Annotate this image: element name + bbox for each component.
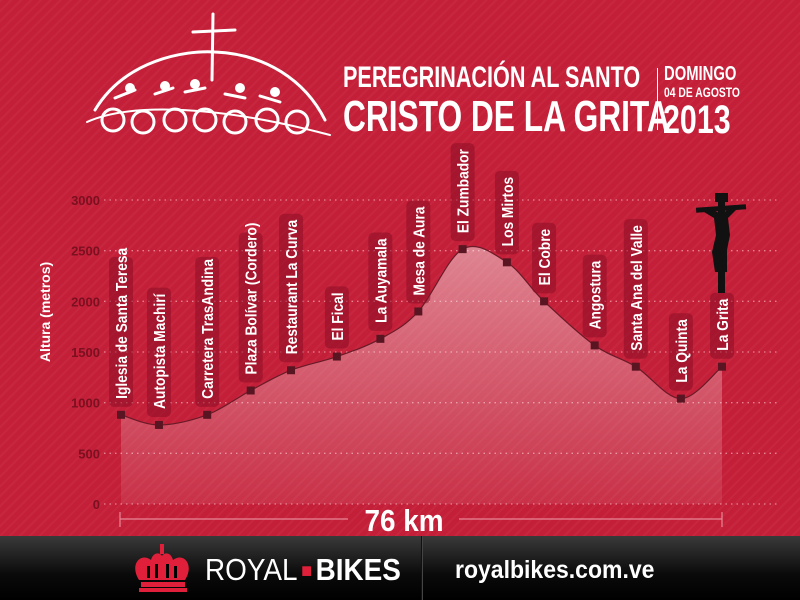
waypoint-tag: La Quinta <box>668 313 693 391</box>
waypoint-label: La Grita <box>714 298 732 351</box>
waypoint-tag-background <box>324 286 349 349</box>
waypoint-marker <box>287 366 296 375</box>
footer: ROYAL ■ BIKES royalbikes.com.ve <box>0 536 800 600</box>
waypoint-marker <box>154 420 163 429</box>
waypoint-tag: Carretera TrasAndina <box>195 256 220 407</box>
waypoint-tag-background <box>368 232 393 331</box>
event-date: 04 DE AGOSTO <box>664 84 741 100</box>
waypoint-label: Santa Ana del Valle <box>628 225 646 351</box>
y-tick-label: 2000 <box>71 294 100 309</box>
waypoint-label: Autopista Machirí <box>151 293 169 409</box>
waypoint-marker <box>332 352 341 361</box>
waypoint-label: Plaza Bolívar (Cordero) <box>243 222 261 374</box>
waypoint-tag: El Zumbador <box>450 143 475 242</box>
title-line-2: CRISTO DE LA GRITA <box>343 92 670 141</box>
waypoint-tag-background <box>668 313 693 391</box>
waypoint-marker <box>414 307 423 316</box>
waypoint-tag-background <box>195 256 220 407</box>
waypoint-tag: El Fical <box>324 286 349 349</box>
waypoint-marker <box>376 334 385 343</box>
y-tick-label: 500 <box>78 446 100 461</box>
crucifix-icon <box>695 193 747 293</box>
waypoint-label: La Auyamala <box>372 238 390 323</box>
waypoint-tag-background <box>238 232 263 383</box>
footer-divider <box>421 536 423 600</box>
event-year: 2013 <box>663 98 731 142</box>
waypoint-tag: Los Mirtos <box>494 170 519 255</box>
waypoint-marker <box>540 297 549 306</box>
waypoint-label: La Quinta <box>673 319 691 383</box>
waypoint-tag-background <box>623 219 648 359</box>
waypoint-marker <box>502 258 511 267</box>
waypoint-tag: Mesa de Aura <box>406 200 431 304</box>
elevation-area <box>121 246 722 505</box>
waypoint-tag-background <box>494 170 519 255</box>
waypoint-marker <box>718 362 726 371</box>
waypoint-marker <box>631 362 640 371</box>
waypoint-tag: Restaurant La Curva <box>279 213 304 363</box>
waypoint-marker <box>590 341 599 350</box>
waypoint-tag: El Cobre <box>532 222 557 294</box>
event-day: DOMINGO <box>664 63 737 85</box>
y-tick-label: 2500 <box>71 244 100 259</box>
y-tick-label: 1500 <box>71 345 100 360</box>
header-divider <box>657 68 658 130</box>
pilgrimage-cyclists-logo <box>86 12 331 136</box>
waypoint-tag: Iglesia de Santa Teresa <box>109 247 133 407</box>
waypoint-tag: Autopista Machirí <box>146 287 171 417</box>
waypoint-label: Iglesia de Santa Teresa <box>113 247 131 399</box>
brand-part-2: BIKES <box>315 552 401 587</box>
waypoint-marker <box>458 245 467 254</box>
y-tick-label: 1000 <box>71 396 100 411</box>
crown-logo-icon <box>135 544 189 592</box>
waypoint-label: Angostura <box>587 260 605 329</box>
waypoint-tag-background <box>109 256 133 407</box>
waypoint-label: Restaurant La Curva <box>283 219 301 354</box>
website-link[interactable]: royalbikes.com.ve <box>455 556 655 584</box>
y-tick-label: 0 <box>93 497 100 512</box>
waypoint-label: El Fical <box>329 292 347 340</box>
waypoint-marker <box>203 410 212 419</box>
waypoint-marker <box>676 394 685 403</box>
waypoint-marker <box>246 386 255 395</box>
waypoint-tag: Plaza Bolívar (Cordero) <box>238 222 263 383</box>
waypoint-tag: Angostura <box>582 254 607 338</box>
waypoint-tag-background <box>146 287 171 417</box>
brand-name: ROYAL ■ BIKES <box>205 552 401 588</box>
waypoint-tag: Santa Ana del Valle <box>623 219 648 359</box>
waypoint-tag-background <box>279 213 304 363</box>
distance-bracket <box>119 512 723 527</box>
waypoint-label: Mesa de Aura <box>410 206 428 296</box>
total-distance: 76 km <box>364 504 443 536</box>
title-line-1: PEREGRINACIÓN AL SANTO <box>343 61 641 94</box>
y-axis-label: Altura (metros) <box>37 262 53 362</box>
waypoint-tag-background <box>710 292 734 359</box>
waypoint-tag: La Grita <box>710 292 734 359</box>
waypoint-marker <box>117 410 125 419</box>
waypoint-tag-background <box>582 254 607 338</box>
waypoint-tag-background <box>532 222 557 294</box>
waypoint-tag: La Auyamala <box>368 232 393 331</box>
waypoint-label: El Zumbador <box>455 149 473 233</box>
waypoint-label: Carretera TrasAndina <box>199 258 217 398</box>
waypoint-tag-background <box>450 143 475 242</box>
brand-dot: ■ <box>301 560 313 583</box>
y-tick-label: 3000 <box>71 193 100 208</box>
waypoint-tag-background <box>406 200 431 304</box>
elevation-chart: 0 500 1000 1500 2000 2500 3000 Altura (metros)… <box>37 143 780 536</box>
waypoint-label: Los Mirtos <box>499 177 517 247</box>
waypoint-label: El Cobre <box>536 229 554 286</box>
brand-part-1: ROYAL <box>205 552 298 587</box>
